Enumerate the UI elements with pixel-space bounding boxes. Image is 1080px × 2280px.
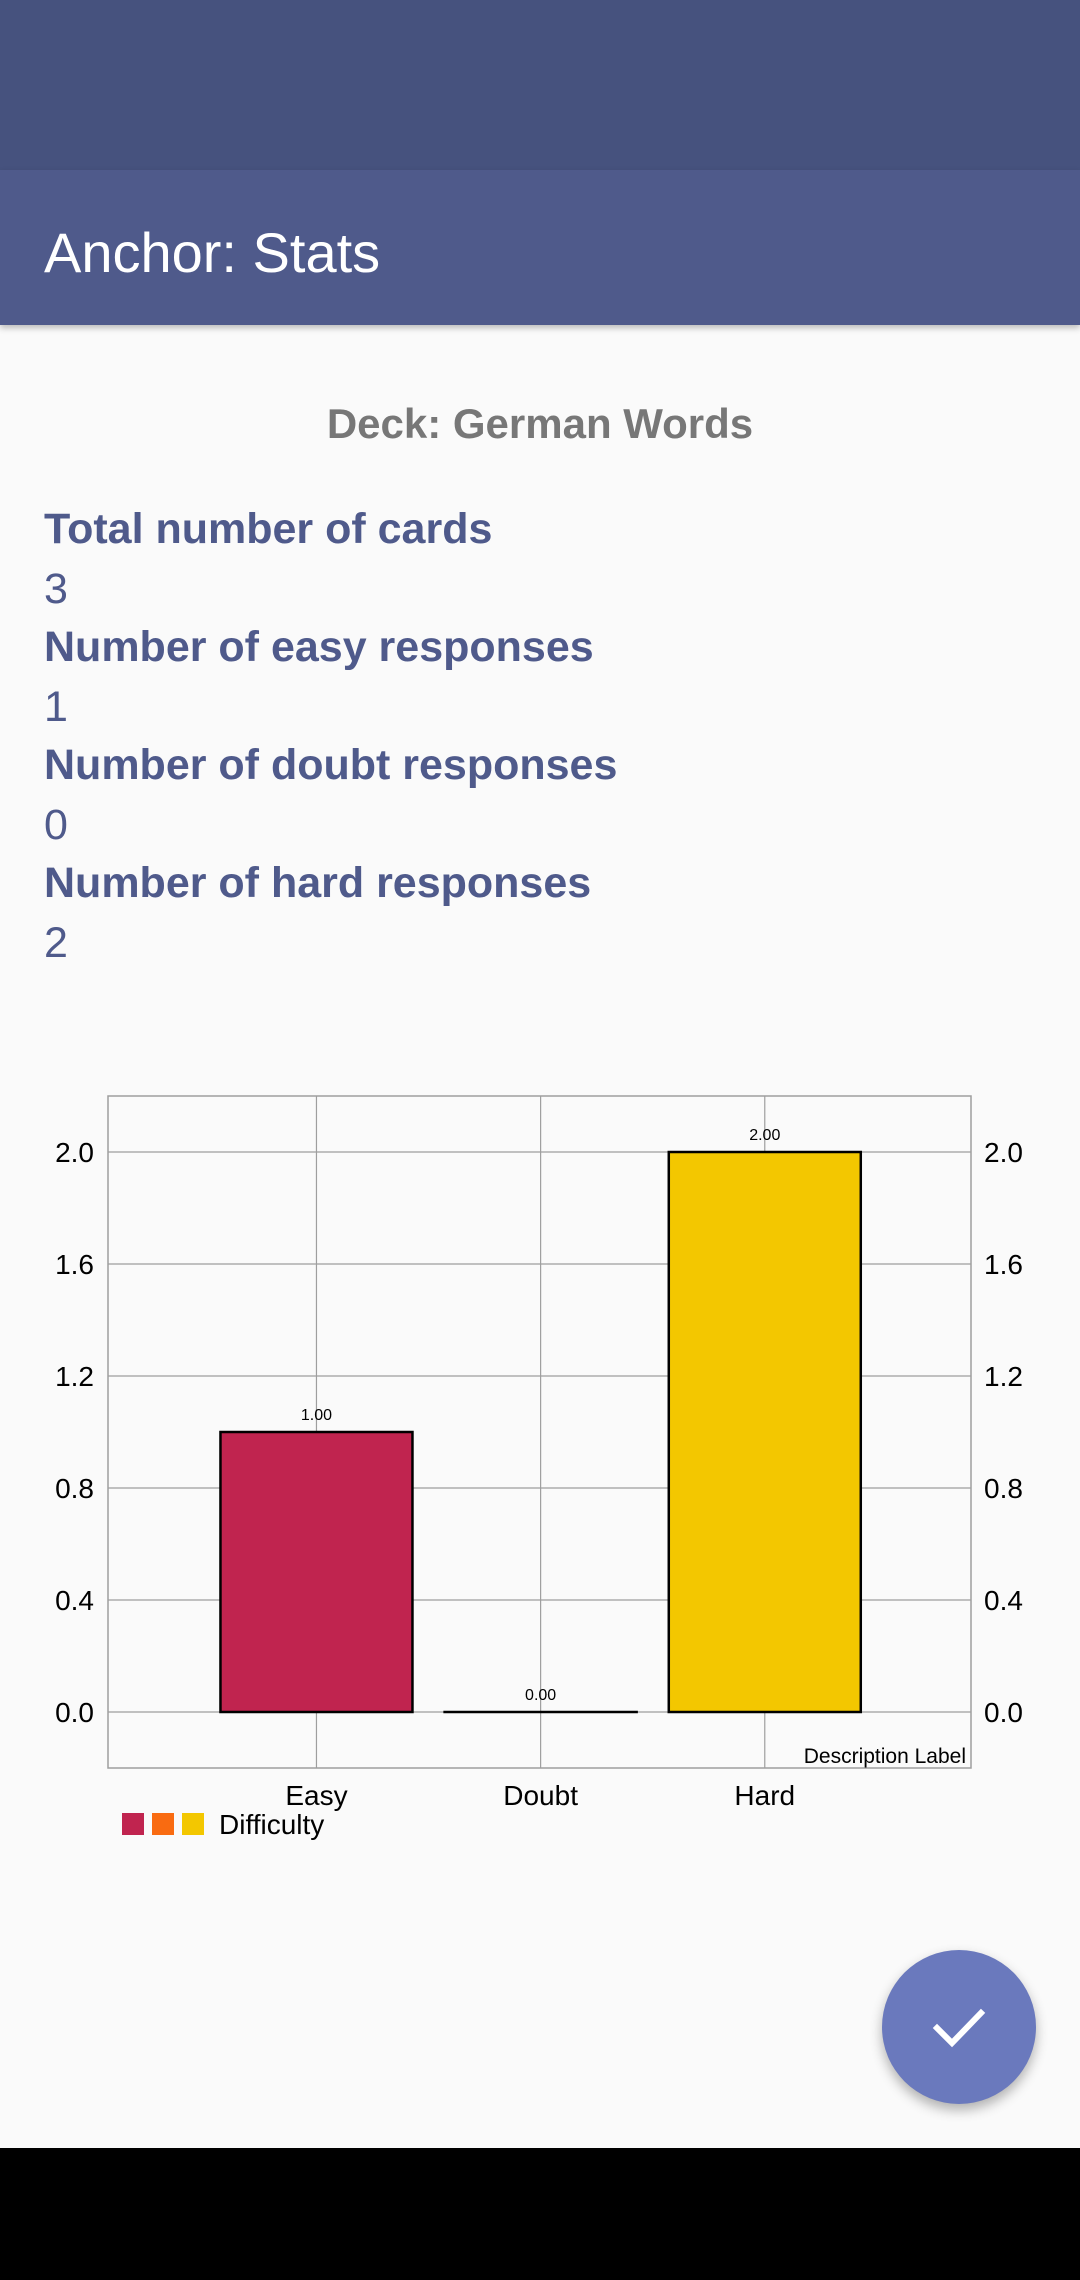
y-tick-label-right: 0.8 (984, 1473, 1023, 1504)
chart-svg: 0.0 0.0 0.4 0.4 0.8 0.8 1.2 1.2 1.6 1.6 2.0 2.0 1.00… (55, 1095, 1023, 1840)
app-title: Anchor: Stats (44, 221, 381, 284)
difficulty-chart: 0.0 0.0 0.4 0.4 0.8 0.8 1.2 1.2 1.6 1.6 2.0 2.0 1.00… (0, 1080, 1080, 1860)
app-bar: Anchor: Stats (0, 170, 1080, 325)
stat-value-hard-responses: 2 (44, 919, 68, 967)
legend-swatch (182, 1813, 204, 1835)
done-fab-button[interactable] (882, 1950, 1036, 2104)
bar-value-label: 0.00 (525, 1687, 556, 1704)
x-tick-label: Hard (734, 1780, 795, 1811)
y-tick-label-left: 2.0 (55, 1137, 94, 1168)
status-bar (0, 0, 1080, 170)
y-tick-label-left: 0.4 (55, 1585, 94, 1616)
bar-easy (219, 1430, 414, 1714)
y-tick-label-left: 1.6 (55, 1249, 94, 1280)
stat-value-easy-responses: 1 (44, 683, 68, 731)
y-tick-label-left: 0.8 (55, 1473, 94, 1504)
y-tick-label-right: 0.4 (984, 1585, 1023, 1616)
check-icon (932, 2008, 986, 2048)
y-tick-label-right: 1.2 (984, 1361, 1023, 1392)
y-tick-label-left: 0.0 (55, 1697, 94, 1728)
legend-swatch (152, 1813, 174, 1835)
stat-label-doubt-responses: Number of doubt responses (44, 741, 618, 789)
bar-value-label: 2.00 (749, 1127, 780, 1144)
bar-hard (667, 1150, 863, 1714)
x-tick-label: Easy (285, 1780, 347, 1811)
stat-label-hard-responses: Number of hard responses (44, 859, 592, 907)
navigation-bar (0, 2148, 1080, 2280)
stat-value-doubt-responses: 0 (44, 801, 68, 849)
legend-swatch (122, 1813, 144, 1835)
x-tick-label: Doubt (503, 1780, 578, 1811)
deck-title: Deck: German Words (326, 400, 754, 447)
plot-frame (107, 1095, 972, 1769)
y-tick-label-right: 1.6 (984, 1249, 1023, 1280)
bar-value-label: 1.00 (301, 1407, 332, 1424)
stat-label-easy-responses: Number of easy responses (44, 623, 594, 671)
y-tick-label-left: 1.2 (55, 1361, 94, 1392)
y-tick-label-right: 2.0 (984, 1137, 1023, 1168)
chart-description-label: Description Label (804, 1745, 966, 1768)
stat-value-total-cards: 3 (44, 565, 68, 613)
legend-label: Difficulty (219, 1809, 324, 1840)
y-tick-label-right: 0.0 (984, 1697, 1023, 1728)
stat-label-total-cards: Total number of cards (44, 505, 493, 553)
